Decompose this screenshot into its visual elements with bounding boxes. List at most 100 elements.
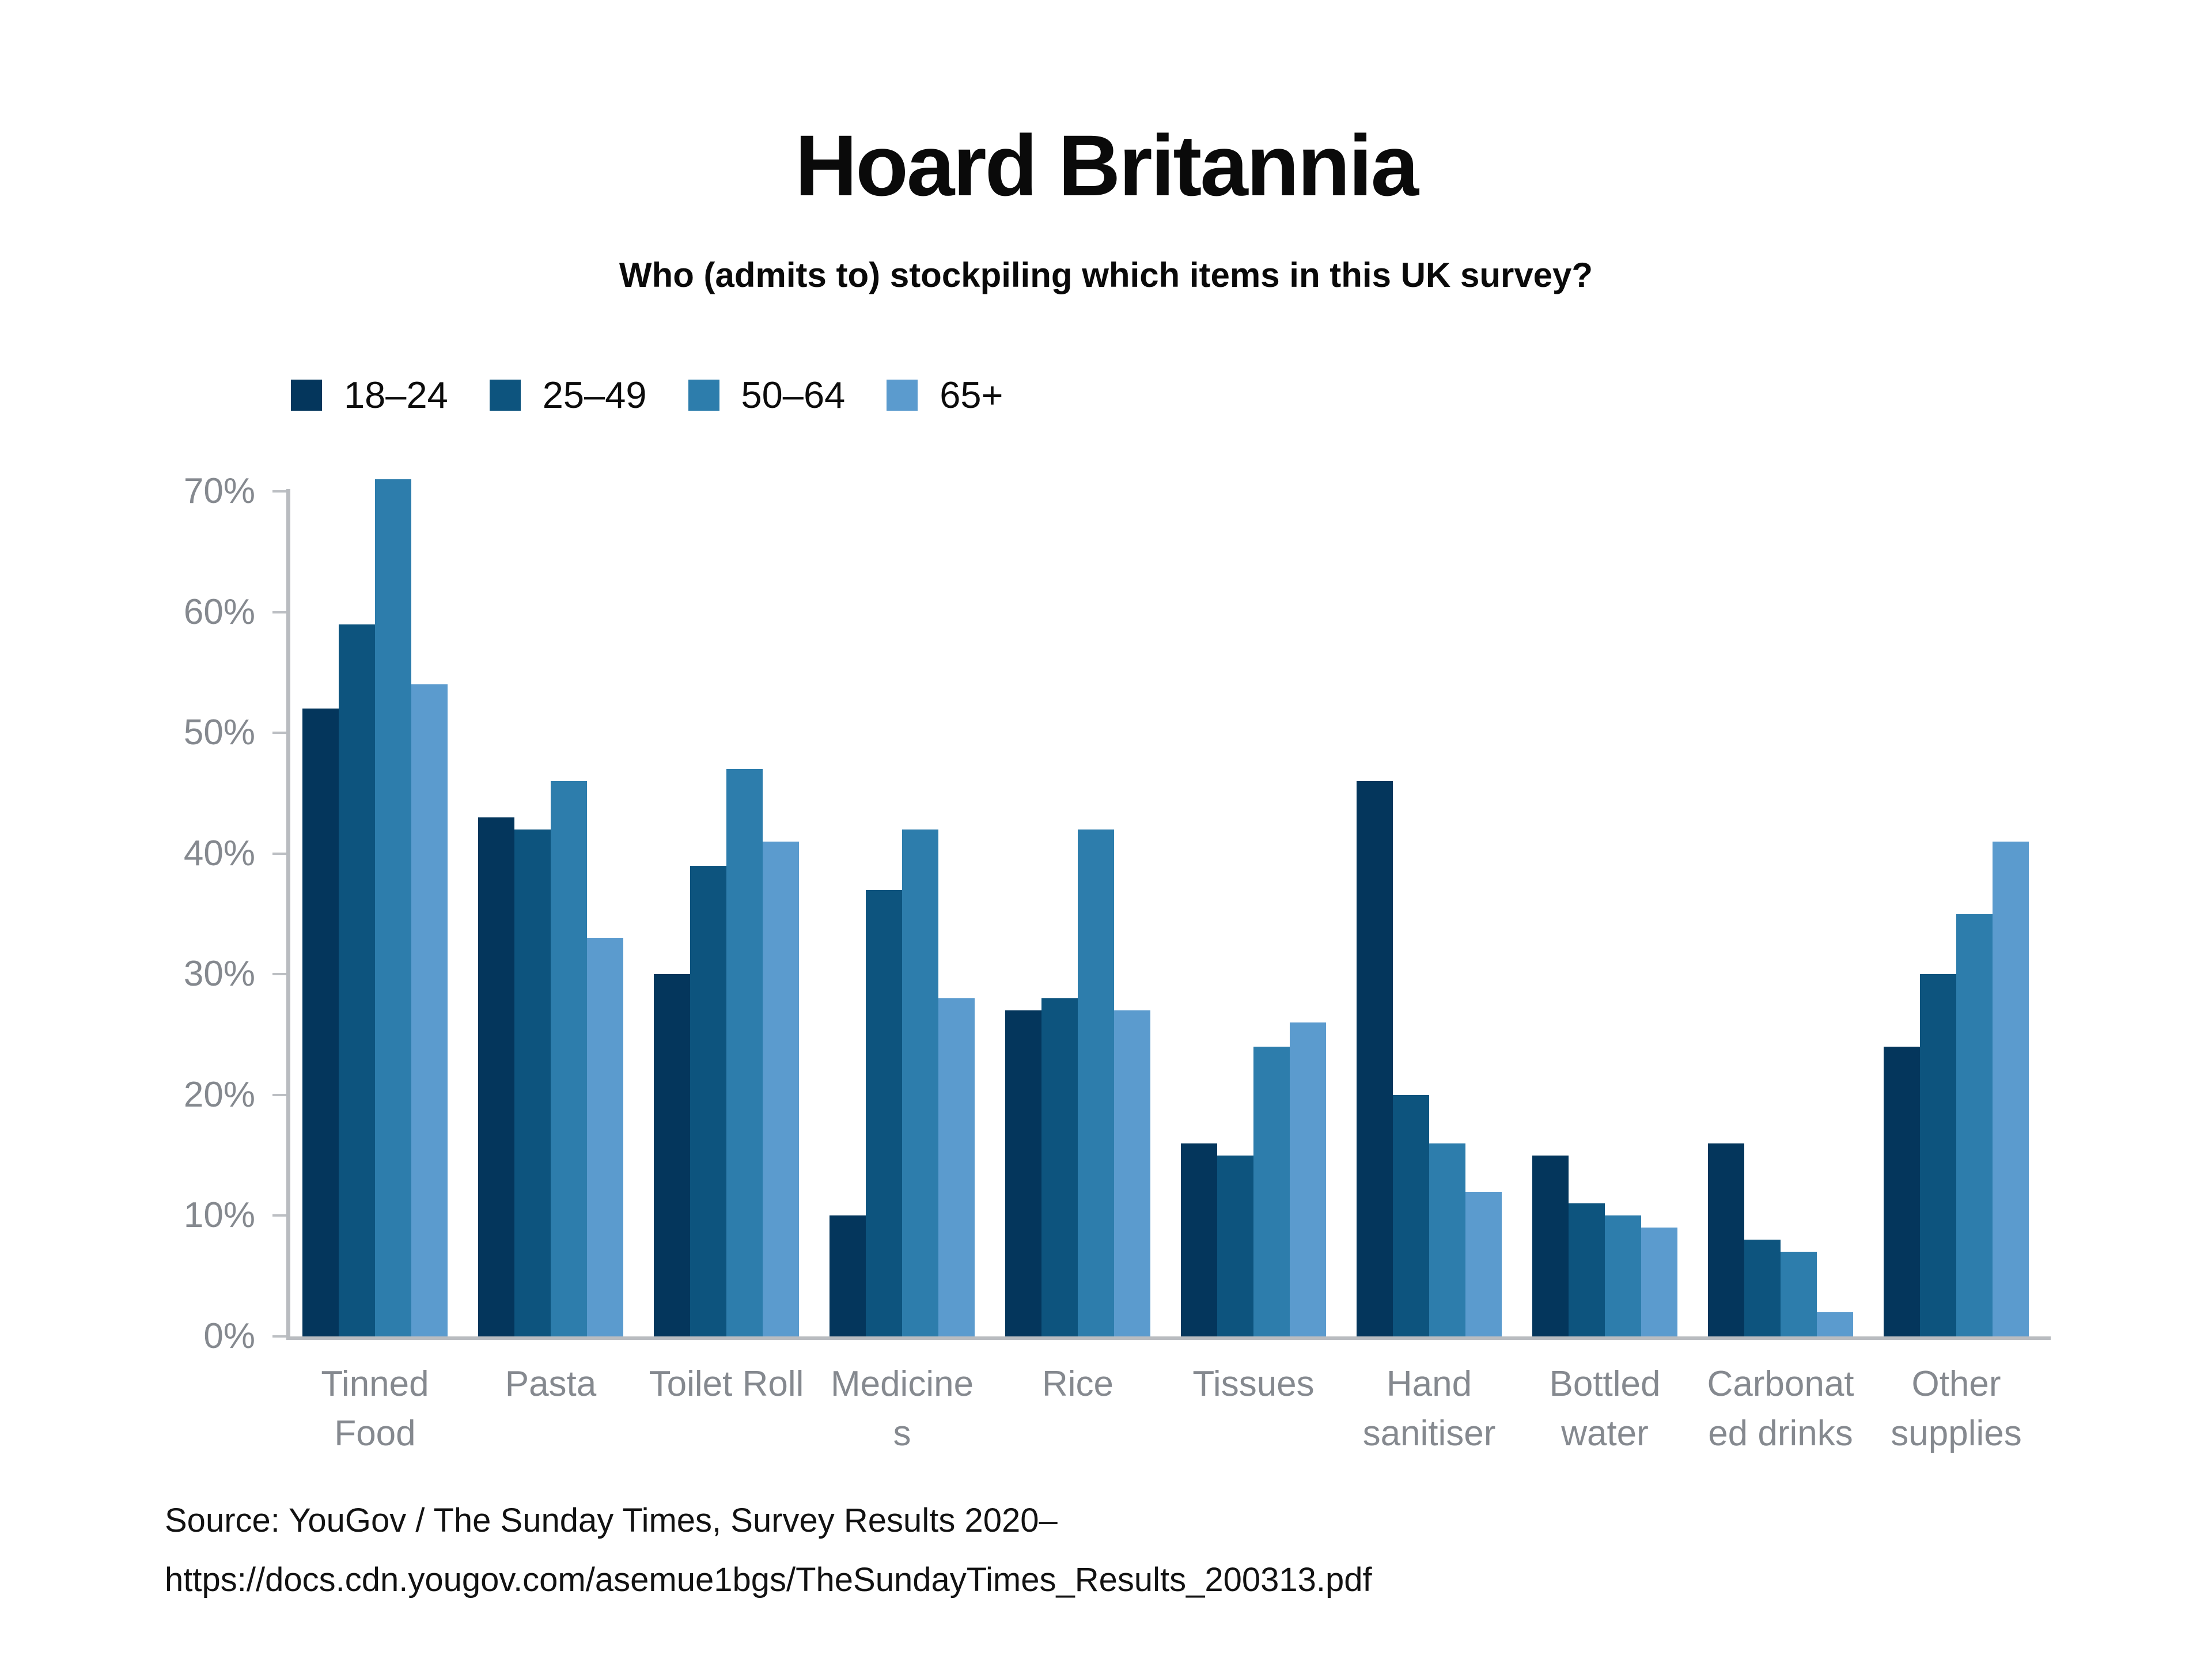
bar-18–24-tissues bbox=[1181, 1143, 1217, 1336]
x-axis-label-line: Tinned bbox=[321, 1364, 429, 1404]
x-axis-label: Rice bbox=[957, 1359, 1199, 1409]
bar-18–24-bottled-water bbox=[1532, 1155, 1569, 1336]
bar-65+-tissues bbox=[1290, 1022, 1326, 1336]
bar-25–49-carbonated-drinks bbox=[1744, 1240, 1781, 1336]
y-tick-label: 10% bbox=[183, 1195, 255, 1236]
x-axis-label-line: s bbox=[893, 1414, 911, 1453]
bar-65+-toilet-roll bbox=[763, 841, 799, 1336]
bar-50–64-carbonated-drinks bbox=[1781, 1252, 1817, 1336]
x-axis-label: Medicine s bbox=[781, 1359, 1023, 1459]
source-note: Source: YouGov / The Sunday Times, Surve… bbox=[165, 1491, 1372, 1609]
y-tick bbox=[272, 1335, 288, 1338]
y-tick-label: 40% bbox=[183, 833, 255, 873]
bar-65+-other-supplies bbox=[1993, 841, 2029, 1336]
x-axis-label-line: Bottled bbox=[1549, 1364, 1661, 1404]
y-tick-label: 70% bbox=[183, 471, 255, 511]
legend-label: 18–24 bbox=[344, 374, 448, 416]
bar-50–64-pasta bbox=[551, 781, 587, 1336]
y-tick bbox=[272, 732, 288, 734]
legend-item-50–64: 50–64 bbox=[688, 373, 846, 416]
bar-18–24-carbonated-drinks bbox=[1708, 1143, 1744, 1336]
x-axis-label-line: Pasta bbox=[505, 1364, 597, 1404]
bar-25–49-medicines bbox=[866, 889, 902, 1336]
x-axis-label-line: Carbonat bbox=[1707, 1364, 1854, 1404]
bar-65+-bottled-water bbox=[1641, 1228, 1677, 1336]
legend-swatch-icon bbox=[688, 379, 719, 411]
bar-18–24-toilet-roll bbox=[654, 974, 690, 1336]
bar-50–64-tissues bbox=[1253, 1047, 1290, 1336]
bar-50–64-bottled-water bbox=[1605, 1215, 1641, 1336]
legend-item-18–24: 18–24 bbox=[291, 373, 448, 416]
y-tick bbox=[272, 973, 288, 976]
bar-25–49-toilet-roll bbox=[690, 865, 726, 1336]
x-axis-label-line: supplies bbox=[1891, 1414, 2022, 1453]
legend-label: 65+ bbox=[940, 374, 1003, 416]
bar-18–24-pasta bbox=[478, 817, 514, 1336]
y-tick bbox=[272, 1214, 288, 1217]
y-tick bbox=[272, 852, 288, 855]
x-axis-label-line: ed drinks bbox=[1708, 1414, 1853, 1453]
bar-50–64-tinned-food bbox=[375, 479, 411, 1336]
legend-swatch-icon bbox=[489, 379, 521, 411]
bar-18–24-medicines bbox=[830, 1215, 866, 1336]
legend-label: 50–64 bbox=[741, 374, 846, 416]
x-axis-label-line: sanitiser bbox=[1362, 1414, 1496, 1453]
x-axis-label: Other supplies bbox=[1835, 1359, 2077, 1459]
bar-18–24-hand-sanitiser bbox=[1357, 781, 1393, 1336]
y-tick-label: 0% bbox=[203, 1316, 255, 1356]
x-axis-label-line: Other bbox=[1911, 1364, 2001, 1404]
x-axis-label: Hand sanitiser bbox=[1308, 1359, 1550, 1459]
bar-65+-medicines bbox=[938, 998, 975, 1336]
x-axis-label: Toilet Roll bbox=[605, 1359, 847, 1409]
chart-title: Hoard Britannia bbox=[794, 117, 1419, 214]
bar-25–49-hand-sanitiser bbox=[1393, 1094, 1429, 1336]
legend-label: 25–49 bbox=[542, 374, 647, 416]
bar-25–49-bottled-water bbox=[1569, 1203, 1605, 1336]
bar-65+-hand-sanitiser bbox=[1465, 1191, 1502, 1336]
source-url: https://docs.cdn.yougov.com/asemue1bgs/T… bbox=[165, 1561, 1372, 1599]
x-axis-label-line: Medicine bbox=[830, 1364, 974, 1404]
x-axis-label: Pasta bbox=[430, 1359, 672, 1409]
bar-25–49-pasta bbox=[514, 829, 551, 1336]
y-tick-label: 30% bbox=[183, 954, 255, 994]
y-tick-label: 20% bbox=[183, 1074, 255, 1115]
bar-25–49-tissues bbox=[1217, 1155, 1253, 1336]
bar-65+-pasta bbox=[587, 938, 623, 1336]
legend: 18–24 25–49 50–64 65+ bbox=[291, 373, 1045, 416]
x-axis-label-line: Tissues bbox=[1192, 1364, 1315, 1404]
x-axis-label: Bottled water bbox=[1484, 1359, 1726, 1459]
bar-65+-tinned-food bbox=[411, 684, 448, 1336]
x-axis-label-line: Hand bbox=[1386, 1364, 1472, 1404]
bar-65+-carbonated-drinks bbox=[1817, 1312, 1853, 1336]
bar-25–49-tinned-food bbox=[339, 624, 375, 1336]
bar-50–64-rice bbox=[1078, 829, 1114, 1336]
x-axis-label-line: Food bbox=[334, 1414, 416, 1453]
bar-50–64-hand-sanitiser bbox=[1429, 1143, 1465, 1336]
bar-18–24-rice bbox=[1005, 1010, 1041, 1336]
bar-50–64-medicines bbox=[902, 829, 938, 1336]
x-axis-label: Carbonat ed drinks bbox=[1660, 1359, 1902, 1459]
chart-subtitle: Who (admits to) stockpiling which items … bbox=[619, 256, 1593, 294]
legend-item-65+: 65+ bbox=[887, 373, 1003, 416]
x-axis-label: Tinned Food bbox=[254, 1359, 496, 1459]
y-tick bbox=[272, 611, 288, 613]
x-axis-label-line: Toilet Roll bbox=[649, 1364, 804, 1404]
y-tick-label: 50% bbox=[183, 713, 255, 753]
bar-50–64-toilet-roll bbox=[726, 769, 763, 1336]
x-axis-label-line: Rice bbox=[1041, 1364, 1114, 1404]
y-axis-line bbox=[286, 489, 290, 1340]
bar-18–24-other-supplies bbox=[1884, 1047, 1920, 1336]
bar-18–24-tinned-food bbox=[302, 709, 339, 1336]
bar-25–49-rice bbox=[1041, 998, 1078, 1336]
bar-50–64-other-supplies bbox=[1956, 914, 1993, 1336]
legend-swatch-icon bbox=[887, 379, 918, 411]
source-text: Source: YouGov / The Sunday Times, Surve… bbox=[165, 1502, 1058, 1539]
bar-25–49-other-supplies bbox=[1920, 974, 1956, 1336]
y-tick bbox=[272, 1093, 288, 1096]
x-axis-line bbox=[288, 1336, 2051, 1340]
legend-item-25–49: 25–49 bbox=[489, 373, 647, 416]
x-axis-label-line: water bbox=[1561, 1414, 1649, 1453]
legend-swatch-icon bbox=[291, 379, 322, 411]
bar-65+-rice bbox=[1114, 1010, 1150, 1336]
